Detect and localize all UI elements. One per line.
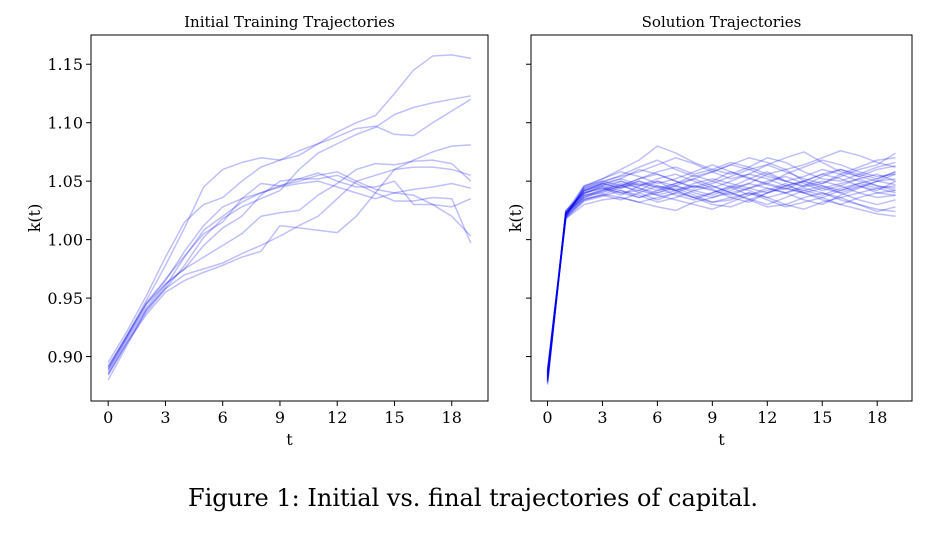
- series-line: [546, 180, 896, 379]
- panel-title: Initial Training Trajectories: [184, 13, 395, 31]
- series-line: [546, 151, 896, 377]
- series-line: [546, 152, 896, 378]
- series-line: [546, 182, 896, 375]
- series-line: [107, 171, 472, 367]
- x-tick-label: 6: [652, 408, 662, 427]
- series-line: [546, 178, 896, 375]
- series-line: [546, 168, 896, 378]
- series-line: [546, 168, 896, 382]
- x-tick-label: 18: [867, 408, 887, 427]
- series-line: [546, 192, 896, 371]
- series-line: [107, 172, 472, 368]
- series-line: [546, 185, 896, 383]
- panel-title: Solution Trajectories: [642, 13, 802, 31]
- y-tick-label: 1.00: [47, 231, 83, 250]
- series-layer: [107, 54, 472, 381]
- x-tick-label: 0: [103, 408, 113, 427]
- axes-frame: [530, 34, 913, 402]
- x-tick-label: 9: [275, 408, 285, 427]
- panel-initial-training: Initial Training Trajectories 0 3 6 9 12 15 18…: [25, 13, 489, 449]
- series-line: [546, 159, 896, 381]
- x-tick-label: 12: [757, 408, 777, 427]
- axes-frame: [90, 34, 489, 402]
- series-line: [107, 174, 472, 371]
- x-tick-label: 3: [160, 408, 170, 427]
- series-layer: [546, 145, 896, 385]
- x-tick-label: 12: [327, 408, 347, 427]
- x-tick-label: 15: [812, 408, 832, 427]
- y-tick-label: 0.90: [47, 348, 83, 367]
- x-tick-label: 3: [597, 408, 607, 427]
- x-axis-label: t: [286, 430, 293, 449]
- tick-layer: 0 3 6 9 12 15 18 0.90 0.95 1.00 1.05 1.10 1.15: [47, 55, 462, 427]
- y-axis-label: k(t): [25, 204, 44, 233]
- series-line: [107, 98, 472, 363]
- series-line: [546, 185, 896, 370]
- x-tick-label: 18: [442, 408, 462, 427]
- figure-caption: Figure 1: Initial vs. final trajectories…: [187, 484, 759, 512]
- series-line: [546, 178, 896, 377]
- series-line: [546, 161, 896, 382]
- series-line: [546, 182, 896, 376]
- series-line: [546, 168, 896, 376]
- series-line: [546, 145, 896, 385]
- panel-solution: Solution Trajectories 0 3 6 9 12 15 18 t k(t): [506, 13, 913, 449]
- series-line: [546, 171, 896, 383]
- series-line: [107, 166, 472, 376]
- x-tick-label: 0: [542, 408, 552, 427]
- series-line: [107, 180, 471, 381]
- series-line: [107, 144, 471, 374]
- y-axis-label: k(t): [506, 204, 525, 233]
- x-tick-label: 6: [218, 408, 228, 427]
- x-tick-label: 9: [707, 408, 717, 427]
- y-tick-label: 1.05: [47, 172, 83, 191]
- series-line: [546, 157, 896, 384]
- tick-layer: 0 3 6 9 12 15 18: [526, 63, 887, 427]
- series-line: [546, 150, 896, 379]
- x-tick-label: 15: [384, 408, 404, 427]
- series-line: [546, 183, 896, 374]
- series-line: [546, 180, 896, 381]
- series-line: [546, 171, 896, 372]
- series-line: [107, 54, 471, 369]
- y-tick-label: 1.10: [47, 114, 83, 133]
- y-tick-label: 1.15: [47, 55, 83, 74]
- series-line: [107, 95, 471, 375]
- series-line: [546, 192, 896, 372]
- y-tick-label: 0.95: [47, 289, 83, 308]
- series-line: [107, 159, 472, 370]
- x-axis-label: t: [718, 430, 725, 449]
- series-line: [546, 173, 896, 374]
